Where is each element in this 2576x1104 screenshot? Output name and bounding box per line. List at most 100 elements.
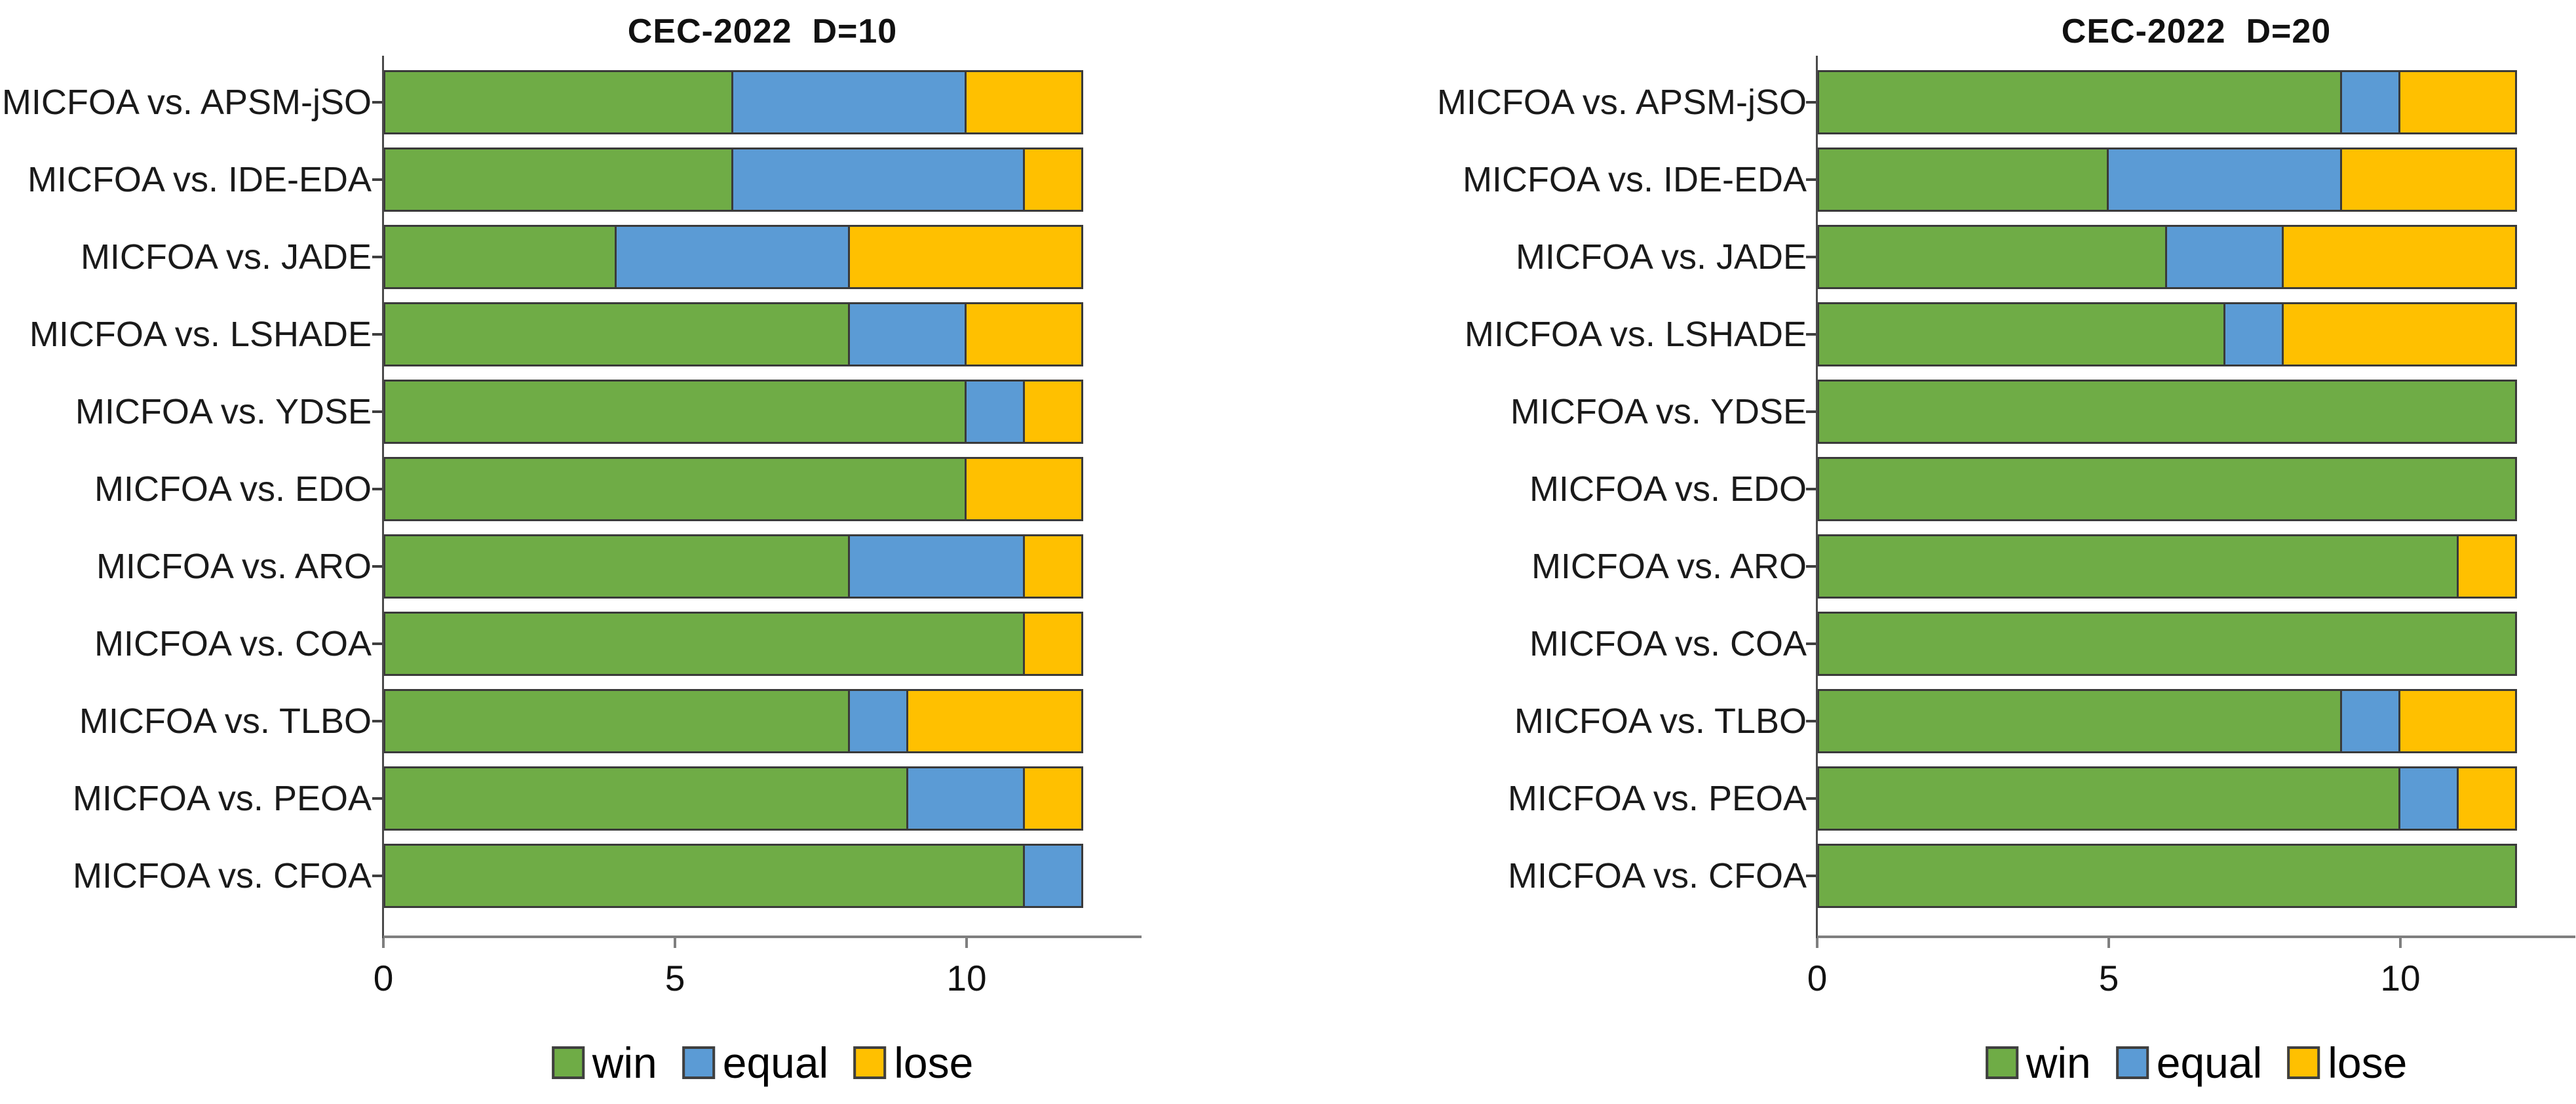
y-tick xyxy=(372,797,383,800)
category-label: MICFOA vs. APSM-jSO xyxy=(1436,83,1807,122)
bar-segment-win xyxy=(383,380,967,444)
category-label: MICFOA vs. IDE-EDA xyxy=(27,160,372,199)
bar-segment-lose xyxy=(1023,766,1083,831)
bar-segment-equal xyxy=(731,70,967,134)
category-label: MICFOA vs. EDO xyxy=(94,469,372,509)
legend-entry-lose: lose xyxy=(853,1040,973,1086)
bar-segment-equal xyxy=(848,689,908,753)
bar-segment-lose xyxy=(2340,148,2517,212)
legend-entry-equal: equal xyxy=(2115,1040,2262,1086)
bar-segment-equal xyxy=(2165,225,2284,289)
bar-segment-equal xyxy=(2340,689,2400,753)
bar-segment-win xyxy=(1817,844,2517,908)
y-axis-line xyxy=(382,56,384,945)
x-tick-label: 0 xyxy=(373,958,394,998)
bar-segment-lose xyxy=(2457,534,2517,599)
category-label: MICFOA vs. CFOA xyxy=(1507,856,1807,896)
bar-segment-win xyxy=(383,689,850,753)
category-label: MICFOA vs. PEOA xyxy=(1507,779,1807,818)
bar-segment-win xyxy=(383,844,1025,908)
legend: win equal lose xyxy=(1985,1038,2408,1087)
bar-segment-lose xyxy=(2398,689,2517,753)
legend-entry-win: win xyxy=(1985,1038,2091,1087)
bar-segment-lose xyxy=(965,302,1083,366)
category-label: MICFOA vs. ARO xyxy=(96,547,372,586)
category-label: MICFOA vs. TLBO xyxy=(1514,701,1807,741)
legend-entry-win: win xyxy=(551,1038,657,1087)
y-tick xyxy=(372,488,383,490)
x-tick xyxy=(1816,938,1818,948)
win-swatch-icon xyxy=(551,1046,585,1079)
bar-segment-win xyxy=(1817,534,2459,599)
bar-segment-equal xyxy=(848,302,967,366)
x-tick xyxy=(674,938,676,948)
y-tick xyxy=(1806,642,1817,645)
x-tick xyxy=(2399,938,2402,948)
bar-segment-lose xyxy=(965,457,1083,521)
y-tick xyxy=(372,256,383,258)
y-tick xyxy=(372,875,383,877)
category-label: MICFOA vs. LSHADE xyxy=(1464,315,1807,354)
bar-segment-lose xyxy=(2457,766,2517,831)
y-axis-line xyxy=(1816,56,1818,945)
y-tick xyxy=(1806,178,1817,181)
y-tick xyxy=(1806,101,1817,104)
legend-label-lose: lose xyxy=(894,1038,974,1087)
legend-label-win: win xyxy=(2026,1038,2091,1087)
bar-segment-lose xyxy=(848,225,1083,289)
y-tick xyxy=(1806,565,1817,568)
legend-label-lose: lose xyxy=(2328,1038,2408,1087)
bar-segment-win xyxy=(383,148,733,212)
category-label: MICFOA vs. JADE xyxy=(80,237,372,277)
bar-segment-equal xyxy=(615,225,850,289)
legend-label-win: win xyxy=(592,1038,657,1087)
bar-segment-equal xyxy=(731,148,1025,212)
category-label: MICFOA vs. YDSE xyxy=(75,392,372,431)
bar-segment-equal xyxy=(2398,766,2459,831)
category-label: MICFOA vs. APSM-jSO xyxy=(1,83,372,122)
bar-segment-lose xyxy=(965,70,1083,134)
bar-segment-equal xyxy=(2340,70,2400,134)
x-tick xyxy=(382,938,385,948)
legend-label-equal: equal xyxy=(722,1038,829,1087)
y-tick xyxy=(1806,488,1817,490)
category-label: MICFOA vs. LSHADE xyxy=(29,315,372,354)
win-swatch-icon xyxy=(1985,1046,2018,1079)
x-tick xyxy=(2107,938,2110,948)
y-tick xyxy=(1806,333,1817,336)
x-tick-label: 10 xyxy=(2380,958,2421,998)
bar-segment-win xyxy=(1817,689,2342,753)
bar-segment-win xyxy=(1817,225,2167,289)
chart-title: CEC-2022 D=10 xyxy=(627,12,898,50)
bar-segment-equal xyxy=(2223,302,2284,366)
category-label: MICFOA vs. CFOA xyxy=(72,856,372,896)
y-tick xyxy=(372,565,383,568)
bar-segment-win xyxy=(1817,612,2517,676)
y-tick xyxy=(1806,410,1817,413)
bar-segment-lose xyxy=(1023,534,1083,599)
bar-segment-equal xyxy=(848,534,1025,599)
bar-segment-win xyxy=(383,766,908,831)
category-label: MICFOA vs. COA xyxy=(94,624,372,663)
category-label: MICFOA vs. IDE-EDA xyxy=(1462,160,1807,199)
y-tick xyxy=(372,178,383,181)
bar-segment-lose xyxy=(2398,70,2517,134)
y-tick xyxy=(372,410,383,413)
bar-segment-win xyxy=(1817,70,2342,134)
x-tick-label: 5 xyxy=(664,958,685,998)
legend: win equal lose xyxy=(551,1038,973,1087)
bar-segment-win xyxy=(1817,457,2517,521)
x-axis-line xyxy=(1817,936,2575,938)
x-tick xyxy=(965,938,968,948)
y-tick xyxy=(1806,720,1817,722)
x-tick-label: 0 xyxy=(1807,958,1828,998)
x-tick-label: 5 xyxy=(2098,958,2119,998)
bar-segment-lose xyxy=(2282,302,2517,366)
equal-swatch-icon xyxy=(2115,1046,2149,1079)
bar-segment-equal xyxy=(1023,844,1083,908)
category-label: MICFOA vs. ARO xyxy=(1531,547,1807,586)
bar-segment-win xyxy=(383,225,617,289)
bar-segment-lose xyxy=(1023,612,1083,676)
